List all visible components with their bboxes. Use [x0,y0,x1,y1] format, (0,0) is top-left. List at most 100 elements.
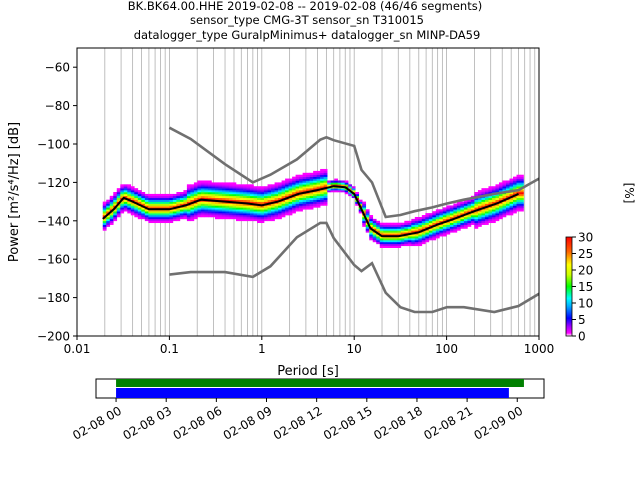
heatmap-cell [228,184,233,187]
heatmap-cell [253,195,258,199]
heatmap-cell [295,184,300,187]
heatmap-cell [235,195,240,199]
heatmap-cell [372,222,377,225]
heatmap-cell [516,209,521,212]
heatmap-cell [299,174,303,177]
heatmap-cell [246,216,251,220]
heatmap-cell [260,218,265,222]
heatmap-cell [137,216,142,220]
heatmap-cell [302,180,307,183]
heatmap-cell [320,190,324,193]
heatmap-cell [288,190,293,193]
heatmap-cell [176,197,181,200]
heatmap-cell [309,192,314,195]
heatmap-cell [288,199,293,202]
heatmap-cell [253,199,258,202]
heatmap-cell [214,216,219,220]
heatmap-cell [404,230,409,233]
heatmap-cell [186,213,191,216]
heatmap-cell [432,216,437,220]
heatmap-cell [193,193,198,197]
heatmap-cell [134,213,139,216]
heatmap-cell [292,205,296,208]
heatmap-cell [425,215,430,218]
heatmap-cell [411,236,416,239]
heatmap-cell [137,193,142,197]
heatmap-cell [513,186,517,189]
heatmap-cell [414,220,419,224]
heatmap-cell [407,238,412,241]
heatmap-cell [130,209,135,212]
heatmap-cell [460,203,465,206]
heatmap-cell [221,193,226,197]
heatmap-cell [200,195,205,199]
heatmap-cell [313,193,317,197]
heatmap-cell [285,184,289,187]
heatmap-cell [302,188,307,191]
heatmap-cell [218,182,223,185]
heatmap-cell [151,213,156,216]
heatmap-cell [130,213,135,216]
heatmap-cell [372,228,377,231]
heatmap-cell [235,186,240,189]
heatmap-cell [502,201,507,204]
heatmap-cell [421,220,426,224]
heatmap-cell [176,195,181,199]
heatmap-cell [477,218,482,222]
data-coverage-bar [116,388,509,398]
heatmap-cell [250,205,254,208]
heatmap-cell [481,216,486,220]
heatmap-cell [306,192,310,195]
heatmap-cell [246,192,251,195]
heatmap-cell [407,226,412,229]
heatmap-cell [428,220,433,224]
heatmap-cell [502,184,507,187]
heatmap-cell [460,216,465,220]
heatmap-cell [502,186,507,189]
heatmap-cell [505,205,510,208]
heatmap-cell [253,188,258,191]
heatmap-cell [439,224,444,227]
heatmap-cell [520,209,524,212]
heatmap-cell [228,195,233,199]
heatmap-cell [313,188,317,191]
heatmap-cell [435,215,440,218]
heatmap-cell [204,182,209,185]
heatmap-cell [428,230,433,233]
heatmap-cell [449,220,454,224]
heatmap-cell [172,218,177,222]
heatmap-cell [218,211,223,214]
heatmap-cell [439,234,444,237]
heatmap-cell [313,197,317,200]
heatmap-cell [225,209,230,212]
heatmap-cell [502,213,507,216]
heatmap-cell [372,220,377,224]
heatmap-cell [362,222,367,225]
timeline-tick-label: 02-08 18 [371,404,425,443]
x-tick-label: 10 [347,342,362,356]
heatmap-cell [225,184,230,187]
heatmap-cell [453,230,458,233]
heatmap-cell [520,205,524,208]
heatmap-cell [362,209,367,212]
heatmap-cell [397,232,402,235]
heatmap-cell [334,180,338,183]
heatmap-cell [267,184,272,187]
heatmap-cell [127,188,132,191]
heatmap-cell [292,199,296,202]
heatmap-cell [211,211,216,214]
heatmap-cell [267,188,272,191]
heatmap-cell [155,195,160,199]
heatmap-cell [113,218,118,222]
heatmap-cell [320,168,324,172]
heatmap-cell [379,222,384,225]
heatmap-cell [250,184,254,187]
heatmap-cell [502,193,507,197]
heatmap-cell [456,222,461,225]
heatmap-cell [186,215,191,218]
heatmap-cell [505,186,510,189]
heatmap-cell [134,209,139,212]
heatmap-cell [193,211,198,214]
heatmap-cell [214,190,219,193]
heatmap-cell [113,213,118,216]
